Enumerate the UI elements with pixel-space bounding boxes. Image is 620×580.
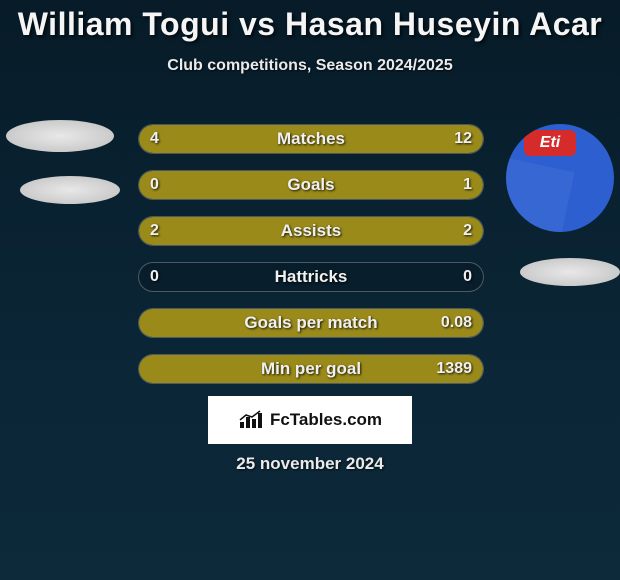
player-left-avatar-placeholder <box>6 120 114 152</box>
page-title: William Togui vs Hasan Huseyin Acar <box>0 0 620 43</box>
player-right-shadow <box>520 258 620 286</box>
fctables-badge: FcTables.com <box>208 396 412 444</box>
player-left-shadow <box>20 176 120 204</box>
stat-label: Min per goal <box>138 354 484 384</box>
stat-label: Assists <box>138 216 484 246</box>
bar-chart-icon <box>238 410 264 430</box>
stat-value-right: 0.08 <box>441 308 472 338</box>
stat-value-right: 2 <box>463 216 472 246</box>
stat-value-left: 2 <box>150 216 159 246</box>
stat-row: Goals per match0.08 <box>138 308 484 338</box>
date-label: 25 november 2024 <box>0 454 620 474</box>
stat-value-left: 0 <box>150 262 159 292</box>
stat-label: Goals per match <box>138 308 484 338</box>
stat-value-left: 0 <box>150 170 159 200</box>
subtitle: Club competitions, Season 2024/2025 <box>0 57 620 75</box>
stat-row: Goals0 1 <box>138 170 484 200</box>
stat-row: Assists2 2 <box>138 216 484 246</box>
stats-bars: Matches412Goals01Assists22Hattricks00Goa… <box>138 124 484 400</box>
stat-label: Matches <box>138 124 484 154</box>
stat-value-right: 0 <box>463 262 472 292</box>
stat-row: Min per goal1389 <box>138 354 484 384</box>
stat-label: Goals <box>138 170 484 200</box>
stat-value-right: 12 <box>454 124 472 154</box>
stat-value-left: 4 <box>150 124 159 154</box>
player-right-avatar: Eti <box>506 124 614 232</box>
stat-value-right: 1389 <box>436 354 472 384</box>
jersey-sponsor-text: Eti <box>540 134 560 152</box>
stat-label: Hattricks <box>138 262 484 292</box>
stat-value-right: 1 <box>463 170 472 200</box>
stat-row: Hattricks0 0 <box>138 262 484 292</box>
stat-row: Matches4 12 <box>138 124 484 154</box>
badge-text: FcTables.com <box>270 410 382 430</box>
